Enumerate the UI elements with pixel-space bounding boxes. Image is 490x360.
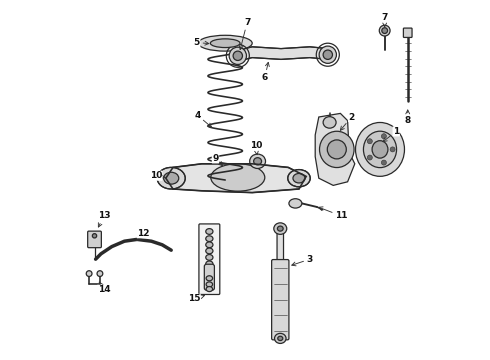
Ellipse shape [206, 287, 213, 292]
Text: 3: 3 [292, 255, 313, 266]
Ellipse shape [289, 199, 302, 208]
Polygon shape [166, 164, 306, 193]
Text: 15: 15 [188, 294, 204, 303]
Ellipse shape [319, 131, 354, 167]
Ellipse shape [382, 28, 388, 33]
Text: 11: 11 [318, 207, 348, 220]
Ellipse shape [206, 276, 213, 281]
Ellipse shape [288, 170, 310, 187]
Ellipse shape [293, 174, 305, 183]
Text: 12: 12 [137, 229, 150, 240]
Ellipse shape [97, 271, 103, 276]
FancyBboxPatch shape [204, 264, 215, 290]
Polygon shape [238, 47, 328, 61]
Ellipse shape [206, 282, 213, 287]
Ellipse shape [368, 139, 372, 144]
Ellipse shape [390, 147, 395, 152]
Text: 8: 8 [405, 110, 411, 125]
Text: 13: 13 [98, 211, 110, 227]
Ellipse shape [198, 35, 252, 51]
Ellipse shape [206, 255, 213, 260]
Ellipse shape [323, 50, 333, 59]
Ellipse shape [206, 261, 213, 267]
Text: 7: 7 [382, 13, 388, 27]
Ellipse shape [278, 336, 283, 341]
Ellipse shape [164, 172, 179, 184]
Text: 4: 4 [195, 111, 212, 127]
Text: 14: 14 [98, 282, 110, 294]
Ellipse shape [356, 122, 404, 176]
Ellipse shape [206, 242, 213, 248]
Text: 5: 5 [194, 38, 209, 47]
Polygon shape [315, 113, 355, 185]
Ellipse shape [381, 134, 387, 139]
Ellipse shape [250, 154, 266, 168]
Ellipse shape [381, 160, 387, 165]
Ellipse shape [206, 248, 213, 254]
FancyBboxPatch shape [199, 224, 220, 294]
FancyBboxPatch shape [403, 28, 412, 37]
Ellipse shape [274, 333, 286, 343]
Ellipse shape [327, 140, 346, 159]
FancyBboxPatch shape [271, 260, 289, 340]
Ellipse shape [229, 47, 246, 64]
Ellipse shape [92, 234, 97, 238]
Text: 1: 1 [383, 127, 399, 142]
Ellipse shape [206, 229, 213, 234]
Ellipse shape [254, 158, 262, 165]
Ellipse shape [277, 226, 283, 231]
Ellipse shape [86, 271, 92, 276]
Ellipse shape [157, 167, 185, 189]
Ellipse shape [274, 223, 287, 234]
Ellipse shape [233, 51, 243, 60]
Text: 7: 7 [239, 18, 250, 50]
Ellipse shape [210, 39, 240, 48]
Ellipse shape [206, 236, 213, 242]
Text: 2: 2 [341, 112, 355, 130]
Ellipse shape [323, 117, 336, 128]
FancyBboxPatch shape [88, 231, 101, 248]
Text: 6: 6 [262, 62, 270, 82]
Ellipse shape [368, 155, 372, 160]
Ellipse shape [211, 164, 265, 191]
Text: 9: 9 [212, 154, 222, 166]
Ellipse shape [319, 46, 337, 63]
Text: 10: 10 [249, 141, 262, 155]
Ellipse shape [379, 25, 390, 36]
Ellipse shape [364, 131, 396, 168]
Text: 10: 10 [149, 171, 165, 180]
Ellipse shape [372, 141, 388, 158]
FancyBboxPatch shape [277, 228, 284, 262]
